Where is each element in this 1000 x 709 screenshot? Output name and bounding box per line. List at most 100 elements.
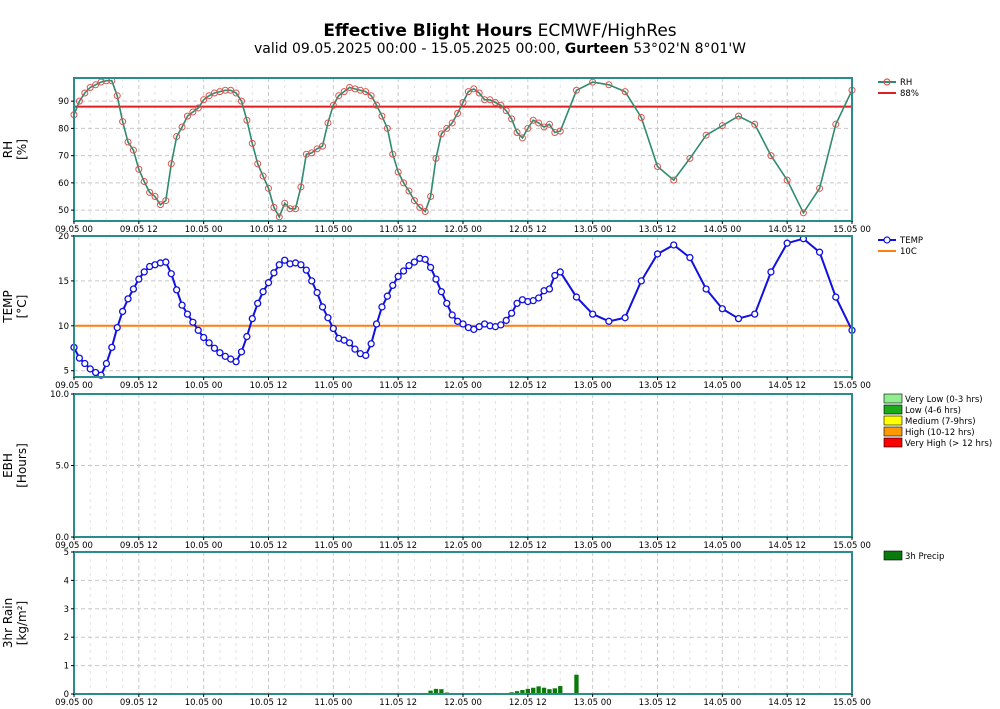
x-tick-label: 09.05 00 — [55, 381, 93, 391]
data-point — [119, 118, 127, 126]
x-tick-label: 10.05 12 — [250, 225, 288, 235]
x-tick-label: 12.05 00 — [444, 698, 482, 708]
legend-swatch — [883, 550, 903, 561]
subtitle-prefix: valid 09.05.2025 00:00 - 15.05.2025 00:0… — [253, 41, 565, 57]
data-point — [497, 101, 505, 109]
data-point — [92, 81, 100, 89]
x-tick-label: 14.05 00 — [703, 698, 741, 708]
x-tick-label: 14.05 00 — [703, 381, 741, 391]
data-point — [470, 85, 478, 93]
y-tick-label: 20 — [58, 232, 69, 242]
data-point — [670, 176, 678, 184]
x-tick-label: 15.05 00 — [833, 225, 871, 235]
legend-label: Very High (> 12 hrs) — [905, 439, 992, 449]
data-point — [383, 124, 391, 132]
data-point — [432, 275, 440, 283]
data-point — [129, 146, 137, 154]
y-tick-label: 10.0 — [50, 390, 69, 400]
data-point — [545, 120, 553, 128]
data-point — [767, 152, 775, 160]
data-point — [313, 145, 321, 153]
data-point — [108, 343, 116, 352]
data-point — [443, 299, 451, 308]
x-tick-label: 11.05 00 — [314, 541, 352, 551]
data-point — [281, 199, 289, 207]
data-point — [167, 270, 175, 278]
x-tick-label: 10.05 12 — [250, 381, 288, 391]
data-point — [75, 354, 84, 362]
data-point — [637, 277, 645, 285]
x-tick-label: 13.05 00 — [574, 225, 612, 235]
x-tick-label: 14.05 12 — [768, 381, 806, 391]
precip-bar — [439, 689, 444, 694]
data-point — [702, 131, 710, 139]
data-point — [443, 124, 451, 132]
y-tick-label: 2 — [64, 633, 69, 643]
data-point — [324, 119, 332, 127]
data-point — [75, 97, 83, 105]
x-tick-label: 09.05 00 — [55, 698, 93, 708]
data-point — [178, 123, 186, 131]
y-tick-label: 60 — [58, 179, 69, 189]
x-tick-label: 10.05 00 — [185, 381, 223, 391]
precip-bar — [525, 688, 530, 694]
data-point — [318, 303, 327, 311]
legend-swatch — [883, 426, 903, 437]
x-tick-label: 12.05 00 — [444, 541, 482, 551]
y-tick-label: 50 — [58, 206, 69, 216]
data-point — [194, 104, 202, 112]
data-point — [394, 168, 402, 176]
data-point — [221, 86, 229, 94]
data-point — [167, 160, 175, 168]
data-point — [265, 184, 272, 192]
data-point — [605, 81, 613, 89]
precip-bar — [428, 690, 433, 694]
subtitle-location: Gurteen — [564, 41, 629, 57]
data-point — [718, 122, 726, 130]
data-point — [324, 314, 332, 322]
data-point — [400, 179, 408, 187]
y-axis-label: TEMP — [1, 290, 15, 324]
data-point — [194, 326, 202, 334]
data-point — [345, 339, 354, 347]
data-point — [767, 268, 775, 276]
legend-marker — [883, 78, 891, 86]
legend-label: 3h Precip — [905, 552, 944, 562]
data-point — [124, 295, 132, 303]
data-point — [102, 359, 111, 368]
data-point — [529, 116, 537, 124]
x-tick-label: 09.05 12 — [120, 698, 158, 708]
data-point — [113, 323, 121, 332]
data-point — [270, 203, 278, 211]
data-point — [389, 150, 397, 158]
data-point — [362, 88, 370, 96]
data-point — [81, 89, 89, 97]
y-tick-label: 1 — [64, 662, 69, 672]
data-point — [734, 314, 743, 323]
precip-bar — [547, 689, 552, 694]
data-point — [475, 89, 483, 97]
y-tick-label: 4 — [64, 576, 69, 586]
panel-rh: 09.05 00 09.05 12 10.05 00 10.05 12 11.05 00… — [1, 77, 919, 235]
data-point — [205, 339, 213, 347]
data-point — [308, 149, 316, 157]
data-point — [81, 359, 89, 368]
data-point — [653, 250, 662, 258]
data-point — [362, 351, 370, 360]
legend-label: RH — [900, 78, 912, 88]
data-point — [86, 84, 94, 92]
x-tick-label: 13.05 00 — [574, 698, 612, 708]
data-point — [118, 307, 127, 316]
data-point — [329, 101, 337, 109]
data-point — [173, 133, 181, 141]
data-point — [124, 138, 132, 146]
data-point — [427, 192, 435, 200]
data-point — [783, 239, 791, 247]
x-tick-label: 14.05 12 — [768, 698, 806, 708]
data-point — [540, 123, 548, 131]
data-point — [459, 320, 467, 328]
data-point — [416, 203, 424, 211]
data-point — [448, 311, 456, 319]
